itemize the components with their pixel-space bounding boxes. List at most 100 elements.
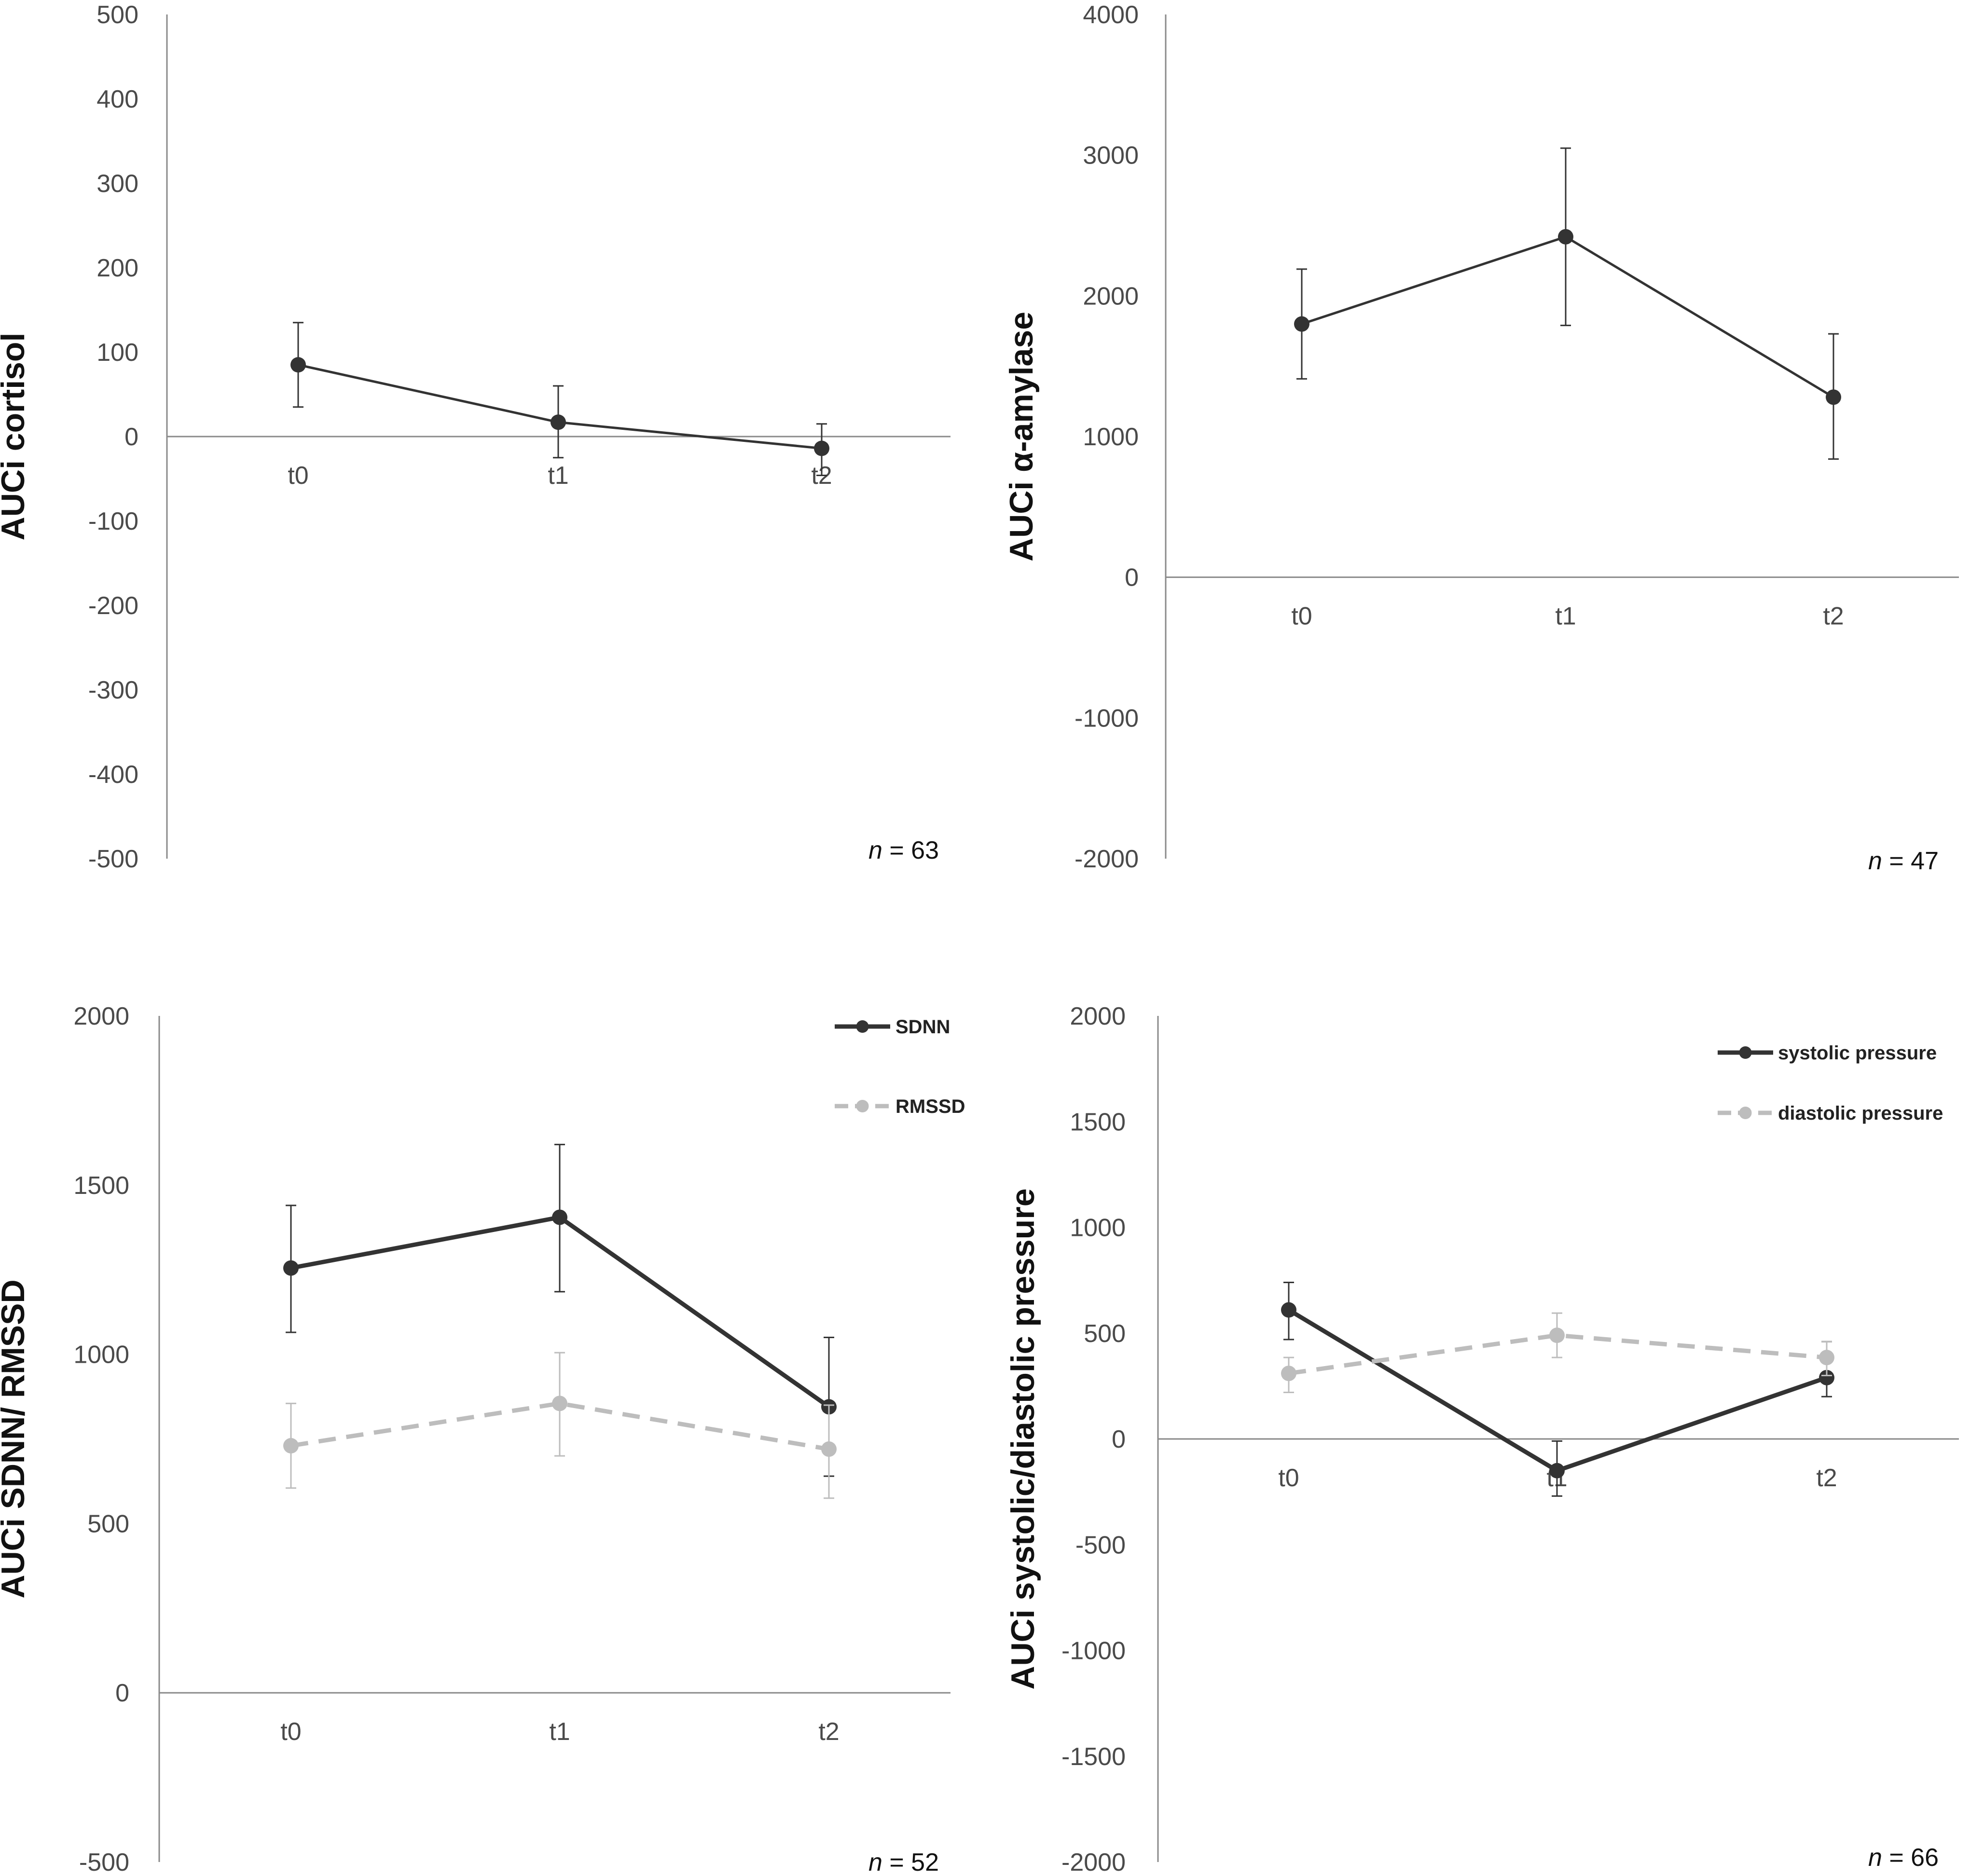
x-tick-label: t2 (818, 1718, 839, 1746)
y-tick-label: 500 (87, 1510, 129, 1538)
sample-size-note: n = 63 (868, 836, 939, 864)
series--amylase (1294, 147, 1841, 460)
legend-label: systolic pressure (1778, 1042, 1937, 1064)
y-tick-label: 2000 (1083, 282, 1139, 310)
x-tick-label: t0 (280, 1718, 301, 1746)
y-tick-label: -400 (88, 761, 138, 789)
data-point (814, 440, 829, 456)
y-tick-label: -500 (79, 1849, 129, 1876)
y-tick-label: -100 (88, 507, 138, 535)
data-point (1826, 389, 1841, 405)
sample-size-symbol: n (1868, 847, 1882, 875)
y-axis-title: AUCi α-amylase (1003, 312, 1040, 561)
panel-amylase: 4000 3000 2000 1000 0 -1000 -2000 t0 t1 t2 AUCi α-… (1003, 1, 1959, 875)
y-tick-label: 1500 (73, 1172, 129, 1200)
panel-blood-pressure: 2000150010005000-500-1000-1500-2000t0t1t… (1005, 1002, 1959, 1876)
y-tick-label: 100 (96, 339, 138, 367)
x-tick-label: t1 (548, 462, 568, 490)
y-tick-label: 0 (124, 423, 138, 451)
data-point (283, 1260, 299, 1276)
sample-size-value: = 63 (882, 836, 939, 864)
y-tick-label: -1000 (1061, 1637, 1126, 1665)
y-tick-label: 200 (96, 254, 138, 282)
legend-entry: RMSSD (835, 1096, 965, 1117)
data-point (1281, 1302, 1296, 1318)
data-point (290, 357, 306, 373)
y-axis-title: AUCi systolic/diastolic pressure (1005, 1188, 1041, 1689)
y-tick-label: 3000 (1083, 142, 1139, 170)
sample-size-note: n = 47 (1868, 847, 1939, 875)
y-tick-label: 1000 (1083, 423, 1139, 451)
data-point (1558, 229, 1573, 245)
y-tick-label: 300 (96, 170, 138, 198)
y-tick-label: -300 (88, 676, 138, 704)
series-line (1301, 235, 1834, 398)
y-tick-label: 0 (1125, 564, 1139, 592)
data-point (1549, 1463, 1565, 1479)
series-systolic-pressure (1281, 1282, 1834, 1497)
series-cortisol (290, 322, 829, 476)
panel-sdnn-rmssd: 2000 1500 1000 500 0 -500 t0 t1 t2 AUCi SDNN/ RMS… (0, 1002, 965, 1876)
y-tick-label: 2000 (73, 1002, 129, 1030)
x-tick-label: t1 (549, 1718, 570, 1746)
y-tick-label: -2000 (1075, 845, 1139, 873)
series-rmssd (283, 1352, 837, 1499)
x-tick-label: t0 (1278, 1464, 1299, 1492)
y-tick-label: 0 (115, 1679, 129, 1707)
data-point (552, 1209, 567, 1225)
sample-size-note: n = 52 (868, 1849, 939, 1876)
data-point (283, 1438, 299, 1454)
x-tick-label: t0 (1291, 603, 1312, 630)
data-point (551, 414, 566, 430)
legend-label: RMSSD (895, 1096, 965, 1117)
y-tick-label: 4000 (1083, 1, 1139, 29)
legend-entry: diastolic pressure (1718, 1103, 1943, 1124)
y-tick-label: -2000 (1061, 1849, 1126, 1876)
y-tick-label: -500 (88, 845, 138, 873)
legend-marker (856, 1100, 869, 1112)
data-point (1819, 1350, 1834, 1366)
legend-marker (856, 1020, 869, 1033)
sample-size-note: n = 66 (1868, 1844, 1939, 1872)
x-tick-label: t2 (1816, 1464, 1837, 1492)
data-point (1819, 1369, 1834, 1385)
y-tick-label: -1500 (1061, 1743, 1126, 1771)
y-tick-label: 400 (96, 85, 138, 113)
x-tick-label: t2 (1823, 603, 1844, 630)
legend-label: diastolic pressure (1778, 1103, 1943, 1124)
y-tick-label: -500 (1075, 1531, 1126, 1559)
y-tick-label: 2000 (1070, 1002, 1126, 1030)
sample-size-value: = 47 (1882, 847, 1939, 875)
y-tick-label: -1000 (1075, 704, 1139, 732)
y-axis-title: AUCi SDNN/ RMSSD (0, 1279, 31, 1598)
data-point (1549, 1328, 1565, 1343)
y-tick-label: -200 (88, 592, 138, 620)
legend-label: SDNN (895, 1016, 950, 1038)
panel-cortisol: 500 400 300 200 100 0 -100 -200 -300 -400 -500 t0 t1… (0, 1, 951, 873)
y-tick-label: 1000 (73, 1341, 129, 1369)
series-line (290, 1401, 829, 1452)
sample-size-value: = 66 (1882, 1844, 1939, 1872)
legend-marker (1739, 1107, 1752, 1119)
y-tick-label: 1000 (1070, 1214, 1126, 1242)
legend-entry: systolic pressure (1718, 1042, 1937, 1064)
data-point (1294, 316, 1309, 332)
legend-entry: SDNN (835, 1016, 950, 1038)
x-tick-label: t1 (1555, 603, 1576, 630)
y-axis-title: AUCi cortisol (0, 333, 31, 541)
sample-size-symbol: n (868, 1849, 882, 1876)
y-tick-label: 500 (1084, 1320, 1126, 1348)
data-point (1281, 1366, 1296, 1382)
y-tick-label: 1500 (1070, 1108, 1126, 1136)
sample-size-value: = 52 (882, 1849, 939, 1876)
sample-size-symbol: n (1868, 1844, 1882, 1872)
legend-marker (1739, 1046, 1752, 1059)
data-point (821, 1441, 837, 1457)
x-tick-label: t0 (288, 462, 308, 490)
sample-size-symbol: n (868, 836, 882, 864)
series-diastolic-pressure (1281, 1312, 1834, 1394)
y-tick-label: 500 (96, 1, 138, 29)
y-tick-label: 0 (1112, 1425, 1126, 1453)
series-line (1288, 1333, 1827, 1376)
